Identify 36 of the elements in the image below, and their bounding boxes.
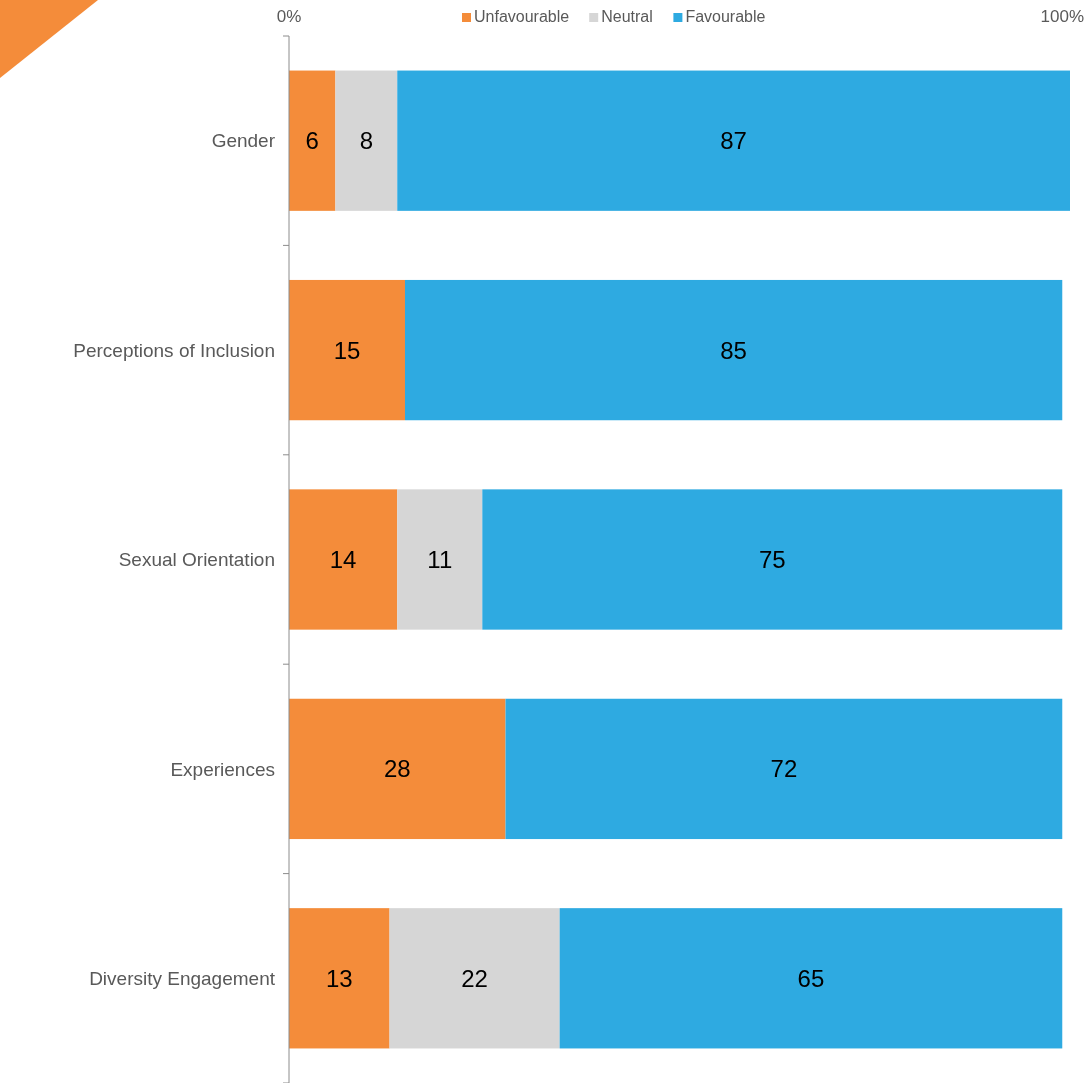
data-label: 22 bbox=[461, 964, 488, 992]
bar bbox=[559, 908, 1063, 1049]
data-label: 65 bbox=[797, 964, 825, 992]
bar bbox=[482, 489, 1063, 630]
y-tick-label: Experiences bbox=[170, 758, 275, 780]
y-tick-label: Sexual Orientation bbox=[118, 549, 275, 571]
bar bbox=[397, 70, 1070, 211]
bar bbox=[289, 70, 336, 211]
data-label: 13 bbox=[325, 964, 353, 992]
y-tick-label: Gender bbox=[211, 130, 276, 152]
bar bbox=[335, 70, 398, 211]
bar bbox=[389, 908, 560, 1049]
y-tick-label: Diversity Engagement bbox=[89, 967, 276, 989]
data-label: 72 bbox=[770, 755, 798, 783]
data-label: 11 bbox=[427, 545, 453, 573]
bar bbox=[289, 279, 405, 421]
bar bbox=[397, 489, 483, 630]
bar bbox=[289, 698, 506, 840]
x-tick-label: 0% bbox=[276, 7, 302, 26]
data-label: 28 bbox=[383, 755, 411, 783]
data-label: 14 bbox=[329, 545, 357, 573]
bar bbox=[404, 279, 1063, 421]
data-label: 8 bbox=[359, 127, 374, 155]
bar bbox=[289, 489, 398, 630]
data-label: 75 bbox=[758, 545, 786, 573]
y-tick-label: Perceptions of Inclusion bbox=[73, 339, 275, 361]
data-label: 6 bbox=[305, 127, 319, 155]
data-label: 15 bbox=[333, 336, 361, 364]
legend-label: Neutral bbox=[601, 8, 653, 25]
legend-label: Favourable bbox=[685, 8, 766, 25]
legend-label: Unfavourable bbox=[474, 8, 570, 25]
bar bbox=[289, 908, 390, 1049]
x-tick-label: 100% bbox=[1040, 7, 1085, 26]
data-label: 87 bbox=[720, 127, 747, 155]
bar bbox=[505, 698, 1063, 840]
data-label: 85 bbox=[720, 336, 747, 364]
